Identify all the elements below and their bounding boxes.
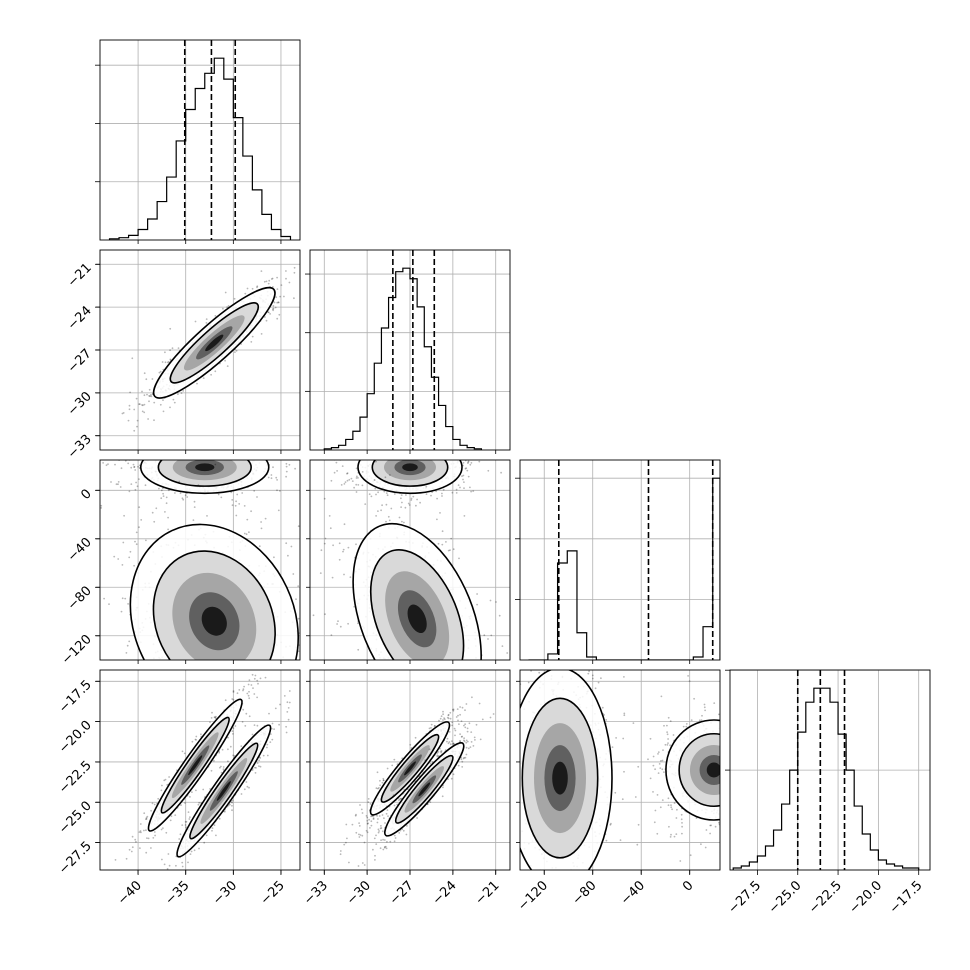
density-contour (205, 334, 224, 352)
x-tick-label: 0 (680, 878, 696, 894)
x-tick-label: −40 (618, 878, 648, 908)
hist-series-3 (732, 687, 920, 870)
x-tick-label: −27 (387, 878, 417, 908)
panel-frame (99, 459, 301, 661)
x-tick-label: −25 (258, 878, 288, 908)
scatter-panel-0-2 (99, 459, 301, 661)
hist-panel-0 (95, 39, 301, 241)
x-tick-label: −24 (430, 878, 460, 908)
x-tick-label: −22.5 (806, 878, 845, 917)
y-tick-label: −120 (59, 632, 95, 668)
panel-frame (99, 669, 301, 871)
hist-panel-1 (305, 249, 511, 451)
y-tick-label: −30 (65, 389, 95, 419)
x-tick-label: −30 (344, 878, 374, 908)
y-tick-label: −21 (65, 261, 95, 291)
y-tick-label: −22.5 (56, 758, 95, 797)
density-contour (195, 463, 215, 472)
density-contour (404, 761, 416, 776)
panel-frame (729, 669, 931, 871)
y-tick-label: −25.0 (56, 798, 95, 837)
x-tick-label: −21 (473, 878, 503, 908)
hist-series-0 (108, 57, 292, 240)
scatter-panel-0-3 (99, 669, 301, 871)
y-tick-label: −27.5 (56, 839, 95, 878)
scatter-panel-1-3 (309, 669, 511, 871)
panel-frame (519, 669, 721, 871)
density-contour (407, 604, 427, 634)
x-tick-label: −33 (301, 878, 331, 908)
hist-panel-2 (515, 459, 721, 661)
scatter-panel-1-2 (309, 459, 511, 661)
x-tick-label: −17.5 (887, 878, 926, 917)
density-contour (216, 781, 231, 801)
hist-series-2 (528, 477, 720, 660)
y-tick-label: −27 (65, 346, 95, 376)
hist-series-1 (323, 267, 483, 450)
x-tick-label: −35 (163, 878, 193, 908)
density-contour (418, 782, 431, 797)
y-tick-label: −40 (65, 535, 95, 565)
density-contour (402, 463, 418, 472)
panel-frame (519, 459, 721, 661)
x-tick-label: −30 (210, 878, 240, 908)
panel-frame (99, 39, 301, 241)
y-tick-label: −24 (65, 303, 95, 333)
density-contour (552, 761, 568, 795)
density-contour (706, 762, 720, 778)
density-contour (188, 755, 203, 776)
x-tick-label: −27.5 (725, 878, 764, 917)
y-tick-label: −17.5 (56, 678, 95, 717)
y-tick-label: −33 (65, 432, 95, 462)
x-tick-label: −80 (570, 878, 600, 908)
x-tick-label: −25.0 (766, 878, 805, 917)
scatter-panel-2-3 (519, 669, 721, 871)
x-tick-label: −40 (115, 878, 145, 908)
y-tick-label: −20.0 (56, 718, 95, 757)
density-contour (201, 606, 227, 636)
scatter-panel-0-1 (99, 249, 301, 451)
hist-panel-3 (725, 669, 931, 871)
y-tick-label: 0 (78, 487, 94, 503)
x-tick-label: −20.0 (846, 878, 885, 917)
x-tick-label: −120 (515, 878, 551, 914)
y-tick-label: −80 (65, 583, 95, 613)
